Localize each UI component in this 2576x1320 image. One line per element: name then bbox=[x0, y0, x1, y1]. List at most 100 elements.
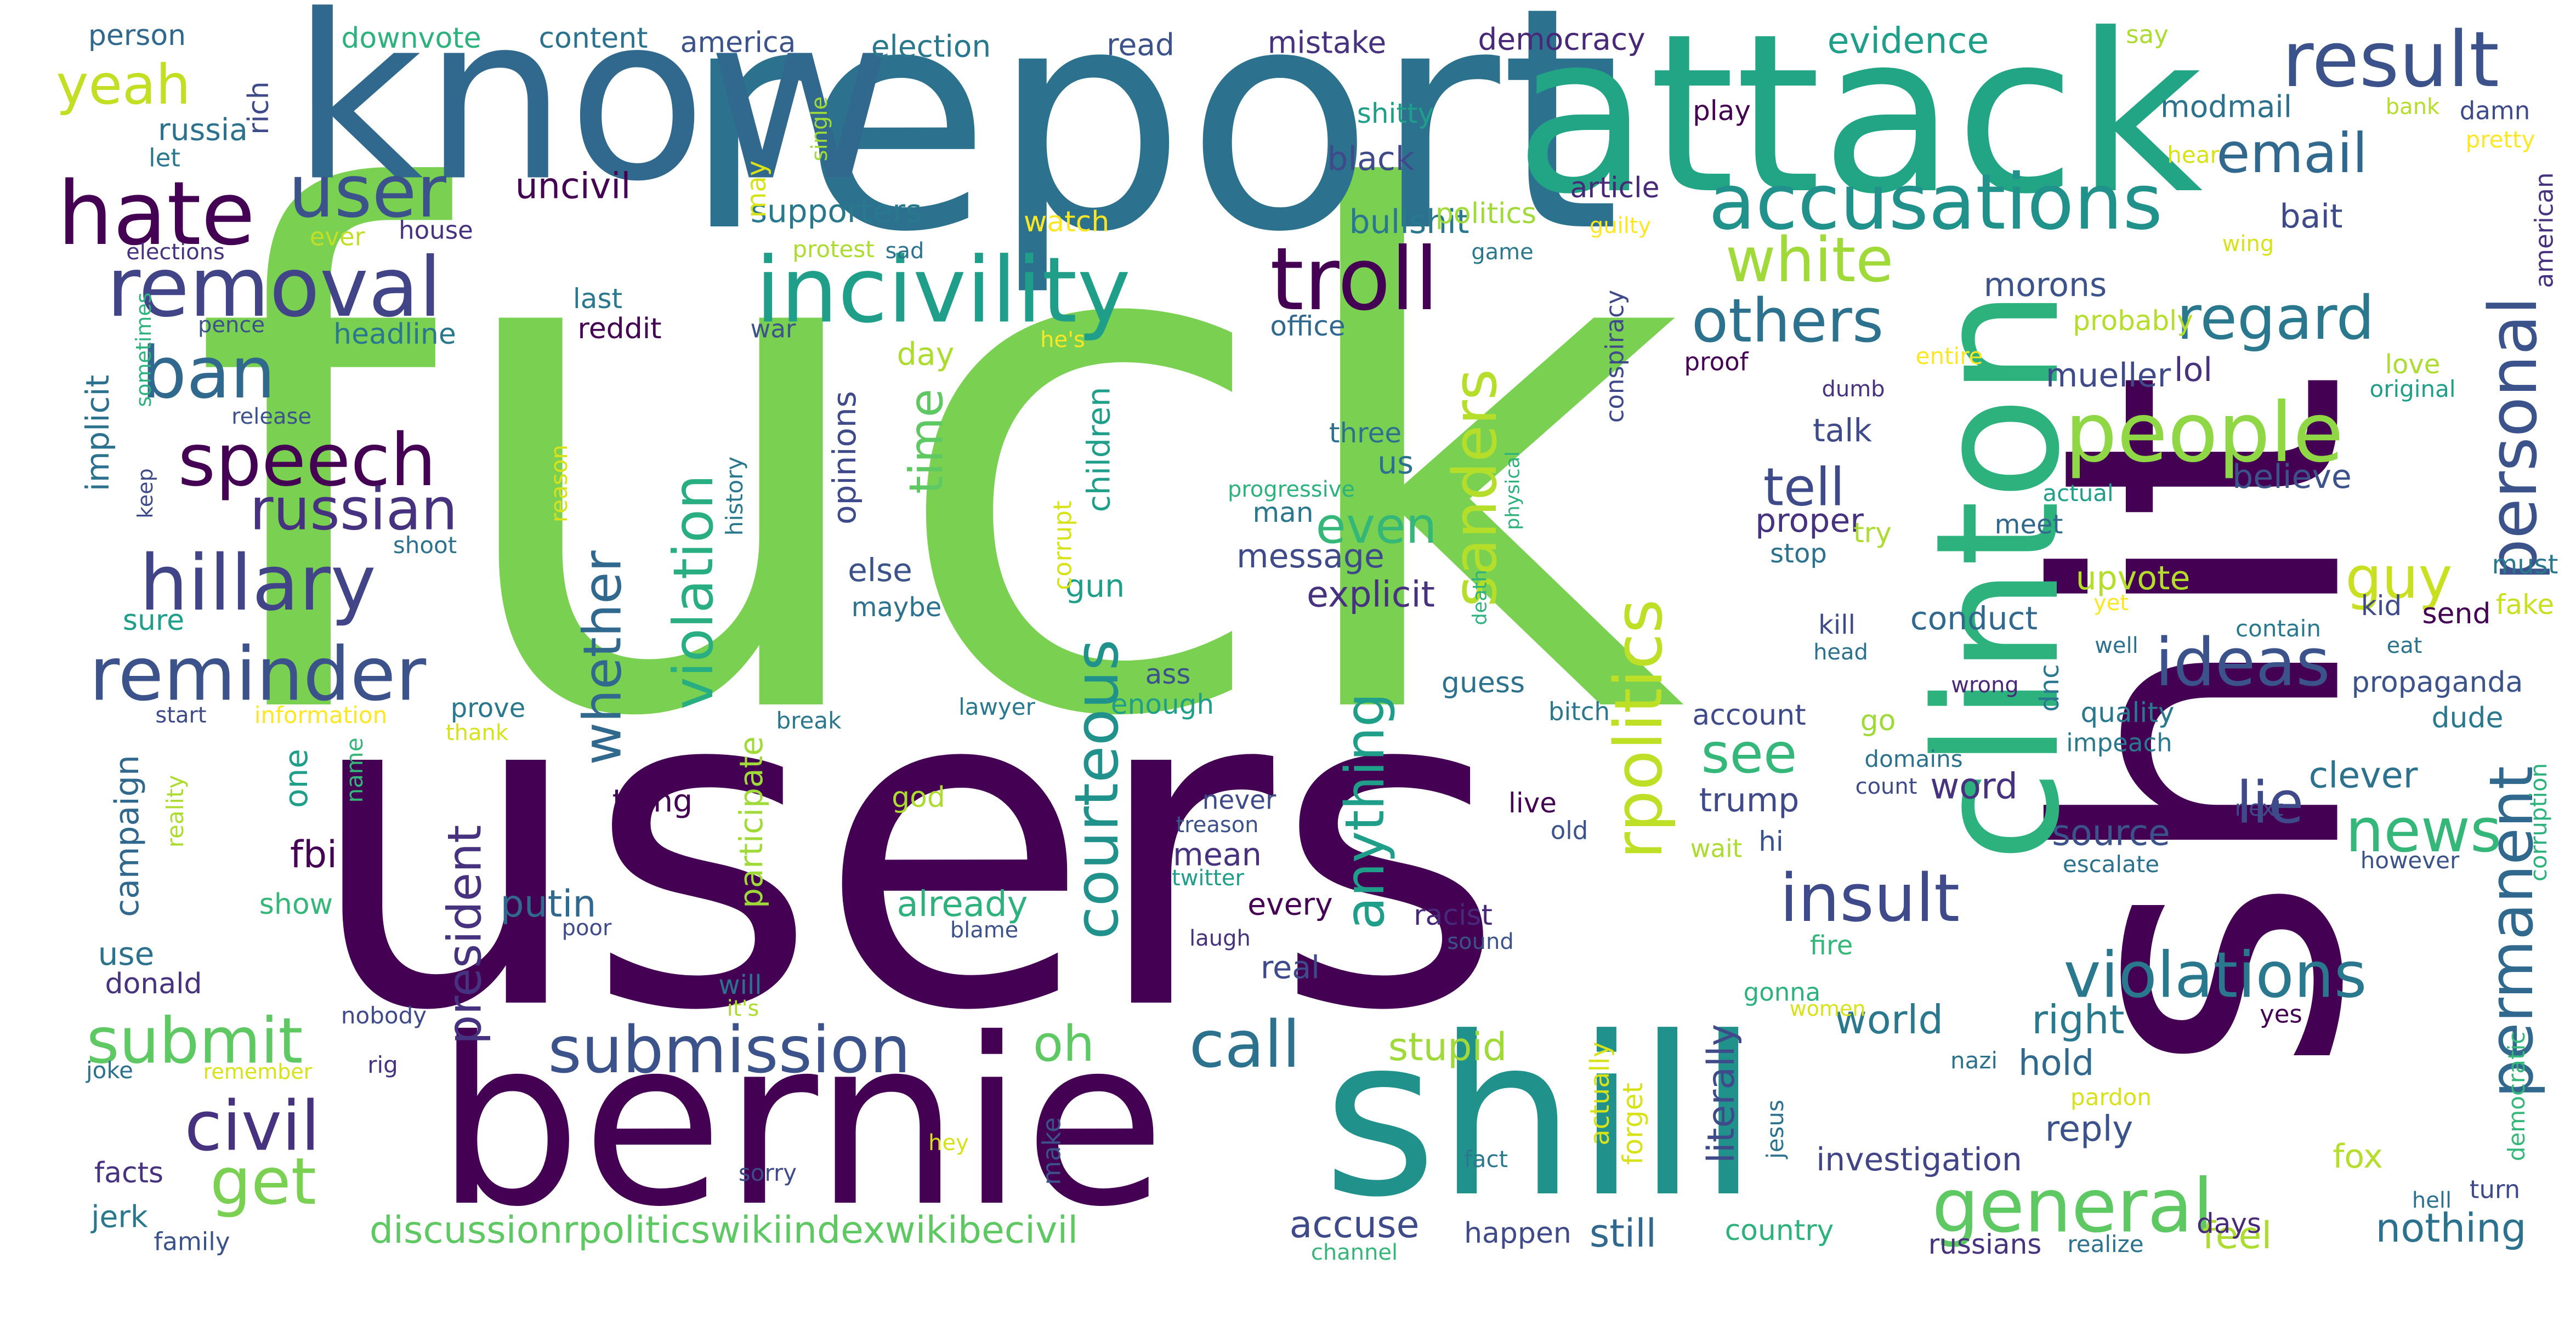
word-eat: eat bbox=[2386, 633, 2422, 658]
word-whether: whether bbox=[572, 550, 633, 765]
word-pence: pence bbox=[198, 312, 265, 338]
word-general: general bbox=[1932, 1163, 2214, 1249]
word-stop: stop bbox=[1770, 538, 1827, 569]
word-contain: contain bbox=[2235, 615, 2321, 642]
word-protest: protest bbox=[792, 236, 875, 263]
word-participate: participate bbox=[733, 736, 770, 908]
word-keep: keep bbox=[133, 468, 157, 519]
word-reminder: reminder bbox=[89, 631, 427, 718]
word-physical: physical bbox=[1502, 451, 1524, 530]
word-sometimes: sometimes bbox=[132, 292, 156, 407]
word-accusations: accusations bbox=[1708, 158, 2163, 247]
word-single: single bbox=[807, 96, 832, 162]
word-however: however bbox=[2360, 847, 2460, 874]
word-people: people bbox=[2064, 385, 2344, 481]
word-elections: elections bbox=[126, 240, 225, 265]
word-fox: fox bbox=[2333, 1137, 2383, 1176]
word-dumb: dumb bbox=[1822, 377, 1885, 402]
word-never: never bbox=[1202, 785, 1276, 816]
word-report: report bbox=[682, 0, 1621, 299]
word-maybe: maybe bbox=[851, 592, 942, 623]
word-bank: bank bbox=[2385, 94, 2440, 120]
word-source: source bbox=[2052, 812, 2170, 854]
word-play: play bbox=[1693, 95, 1751, 127]
word-wrong: wrong bbox=[1951, 673, 2019, 698]
word-white: white bbox=[1725, 225, 1894, 296]
word-every: every bbox=[1247, 886, 1333, 922]
word-sorry: sorry bbox=[738, 1159, 797, 1186]
word-war: war bbox=[750, 314, 796, 344]
word-mistake: mistake bbox=[1267, 25, 1387, 60]
word-blame: blame bbox=[950, 918, 1019, 943]
word-bullshit: bullshit bbox=[1349, 203, 1469, 241]
word-else: else bbox=[848, 551, 912, 589]
word-man: man bbox=[1252, 497, 1314, 528]
word-happen: happen bbox=[1464, 1217, 1571, 1250]
word-lawyer: lawyer bbox=[958, 693, 1035, 720]
word-turn: turn bbox=[2469, 1175, 2521, 1204]
word-accuse: accuse bbox=[1289, 1203, 1420, 1247]
word-hate: hate bbox=[57, 162, 256, 265]
word-head: head bbox=[1813, 640, 1868, 665]
word-ideas: ideas bbox=[2155, 625, 2330, 701]
word-show: show bbox=[259, 888, 333, 921]
word-go: go bbox=[1860, 704, 1896, 737]
word-modmail: modmail bbox=[2160, 89, 2292, 124]
word-death: death bbox=[1469, 570, 1491, 625]
word-email: email bbox=[2216, 121, 2368, 185]
word-pretty: pretty bbox=[2465, 126, 2535, 153]
word-guy: guy bbox=[2345, 544, 2453, 612]
word-laugh: laugh bbox=[1189, 926, 1251, 951]
word-see: see bbox=[1701, 721, 1797, 786]
word-original: original bbox=[2369, 375, 2456, 402]
word-count: count bbox=[1855, 774, 1917, 799]
word-call: call bbox=[1189, 1006, 1301, 1082]
word-tell: tell bbox=[1763, 457, 1845, 518]
word-make: make bbox=[1037, 1117, 1066, 1185]
word-meet: meet bbox=[1994, 509, 2063, 540]
word-probably: probably bbox=[2073, 305, 2193, 337]
word-well: well bbox=[2095, 633, 2138, 658]
word-headline: headline bbox=[333, 318, 456, 351]
word-reason: reason bbox=[546, 444, 572, 523]
word-sad: sad bbox=[885, 238, 924, 264]
word-explicit: explicit bbox=[1307, 574, 1435, 616]
word-kill: kill bbox=[1818, 610, 1856, 640]
word-sure: sure bbox=[122, 604, 185, 637]
word-next: next bbox=[2234, 796, 2284, 821]
word-russia: russia bbox=[158, 112, 248, 147]
word-break: break bbox=[776, 707, 842, 734]
word-clever: clever bbox=[2308, 755, 2418, 796]
word-get: get bbox=[210, 1143, 316, 1219]
word-proof: proof bbox=[1684, 347, 1749, 377]
word-forget: forget bbox=[1617, 1083, 1649, 1165]
word-corrupt: corrupt bbox=[1048, 500, 1077, 590]
word-jesus: jesus bbox=[1762, 1100, 1789, 1159]
word-sound: sound bbox=[1447, 929, 1514, 954]
word-poor: poor bbox=[561, 915, 612, 941]
word-realize: realize bbox=[2067, 1231, 2144, 1258]
word-guess: guess bbox=[1441, 667, 1525, 699]
word-watch: watch bbox=[1023, 206, 1110, 238]
word-civil: civil bbox=[184, 1086, 320, 1167]
word-old: old bbox=[1550, 816, 1588, 845]
word-escalate: escalate bbox=[2062, 851, 2160, 878]
word-love: love bbox=[2385, 349, 2441, 380]
word-nothing: nothing bbox=[2375, 1205, 2527, 1251]
word-bernie: bernie bbox=[435, 989, 1166, 1258]
word-fire: fire bbox=[1809, 930, 1853, 961]
word-users: users bbox=[304, 591, 1505, 1108]
word-one: one bbox=[277, 749, 315, 808]
word-conspiracy: conspiracy bbox=[1600, 289, 1630, 423]
word-believe: believe bbox=[2232, 458, 2352, 496]
word-user: user bbox=[288, 150, 446, 234]
word-actual: actual bbox=[2042, 480, 2114, 507]
word-america: america bbox=[680, 26, 796, 59]
word-hell: hell bbox=[2412, 1188, 2452, 1213]
word-women: women bbox=[1789, 997, 1866, 1021]
word-submission: submission bbox=[548, 1012, 911, 1088]
word-lie: lie bbox=[2236, 769, 2304, 837]
word-wait: wait bbox=[1690, 834, 1743, 863]
word-hear: hear bbox=[2167, 141, 2220, 168]
word-upvote: upvote bbox=[2075, 559, 2191, 598]
